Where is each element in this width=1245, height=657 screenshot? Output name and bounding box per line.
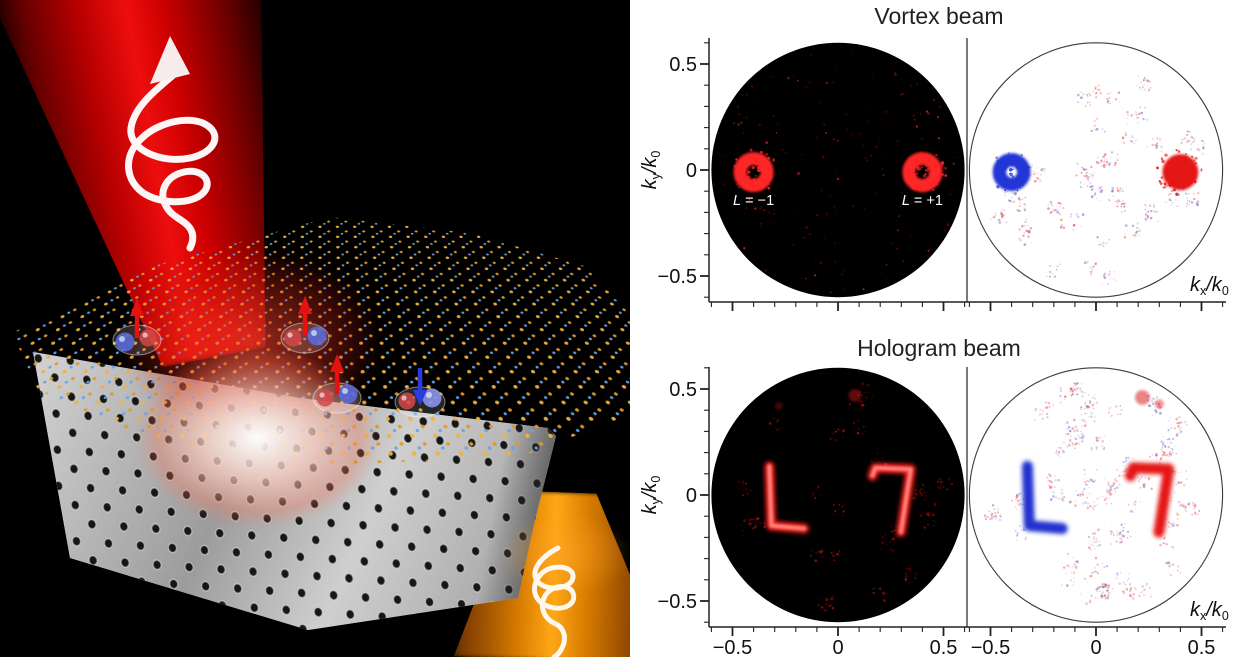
transmitted-spiral-icon xyxy=(532,545,577,657)
circular-polarization-degree-panel xyxy=(968,42,1224,298)
circular-polarization-degree-panel xyxy=(968,367,1224,623)
vortex-spiral-arrow-icon xyxy=(125,36,219,252)
y-tick-label: 0 xyxy=(686,485,697,507)
svg-text:ky/k0: ky/k0 xyxy=(639,476,663,515)
svg-text:kx/k0: kx/k0 xyxy=(1190,274,1229,298)
y-tick-label: −0.5 xyxy=(658,266,697,288)
exciton xyxy=(112,298,162,356)
spin-down-arrow-icon xyxy=(413,368,427,406)
y-tick-label: −0.5 xyxy=(658,591,697,613)
sample-illustration xyxy=(0,0,630,657)
x-tick-label: 0 xyxy=(1090,637,1101,657)
photoluminescence-intensity-panel xyxy=(711,367,965,623)
emission-hotspot-glow xyxy=(105,325,410,550)
y-tick-label: 0 xyxy=(686,160,697,182)
orbital-momentum-label: L = +1 xyxy=(902,193,943,209)
orbital-momentum-label: L = −1 xyxy=(733,193,774,209)
exciton xyxy=(280,296,330,354)
exciton xyxy=(394,368,446,418)
spin-up-arrow-icon xyxy=(130,298,144,338)
vortex-beam-title: Vortex beam xyxy=(874,3,1004,29)
axes: 0.5 0 −0.5 ky/k0 kx/k0 xyxy=(639,38,1229,311)
photoluminescence-intensity-panel: L = −1 L = +1 xyxy=(711,42,965,298)
x-tick-label: 0.5 xyxy=(930,637,958,657)
exciton xyxy=(312,354,362,414)
noise-speckles xyxy=(990,75,1206,285)
svg-text:ky/k0: ky/k0 xyxy=(639,151,663,190)
x-tick-label: 0 xyxy=(832,637,843,657)
vortex-beam-chart: L = −1 L = +1 0.5 0 −0.5 ky/k0 kx/k0 xyxy=(639,38,1229,311)
x-tick-label: −0.5 xyxy=(713,637,752,657)
x-tick-label: −0.5 xyxy=(971,637,1010,657)
kspace-figure: Vortex beam Hologram beam L = −1 L = +1 0.… xyxy=(630,0,1245,657)
y-tick-label: 0.5 xyxy=(669,54,697,76)
axes: 0.5 0 −0.5 −0.5 0 0.5 −0.5 0 0.5 ky/k0 kx/k0 xyxy=(639,367,1229,657)
x-tick-label: 0.5 xyxy=(1188,637,1216,657)
svg-text:kx/k0: kx/k0 xyxy=(1190,599,1229,623)
scene-overlay xyxy=(112,36,577,657)
spin-up-arrow-icon xyxy=(330,354,344,394)
hologram-beam-title: Hologram beam xyxy=(857,335,1021,361)
orange-glow xyxy=(478,498,630,610)
y-tick-label: 0.5 xyxy=(669,379,697,401)
spin-up-arrow-icon xyxy=(298,296,312,336)
hologram-beam-chart: 0.5 0 −0.5 −0.5 0 0.5 −0.5 0 0.5 ky/k0 kx/k0 xyxy=(639,367,1229,657)
